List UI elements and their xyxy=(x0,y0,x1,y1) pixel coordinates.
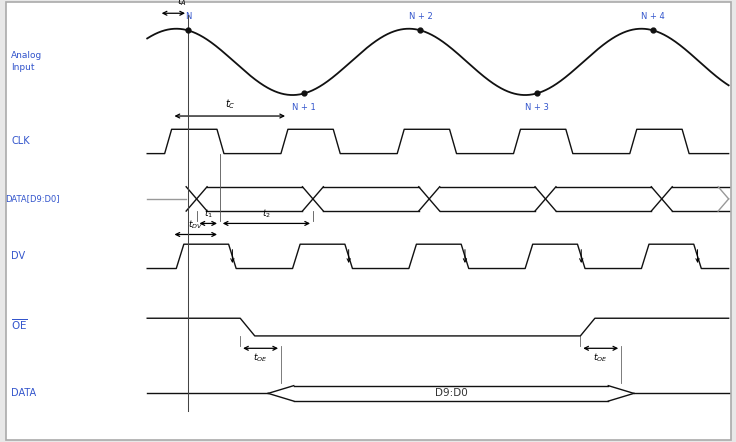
Text: N + 2: N + 2 xyxy=(408,11,432,21)
Text: $t_{OE}$: $t_{OE}$ xyxy=(593,352,608,364)
Text: $t_{OE}$: $t_{OE}$ xyxy=(253,352,268,364)
Text: $t_A$: $t_A$ xyxy=(177,0,187,8)
Text: N + 4: N + 4 xyxy=(641,11,665,21)
Text: DATA: DATA xyxy=(11,389,36,398)
Text: $t_2$: $t_2$ xyxy=(262,207,271,220)
Text: $t_C$: $t_C$ xyxy=(224,97,235,110)
Text: N: N xyxy=(185,11,191,21)
Text: Analog
Input: Analog Input xyxy=(11,51,42,72)
Text: DATA[D9:D0]: DATA[D9:D0] xyxy=(5,194,60,203)
Text: CLK: CLK xyxy=(11,137,29,146)
Text: $\overline{\rm OE}$: $\overline{\rm OE}$ xyxy=(11,317,28,332)
Text: DV: DV xyxy=(11,251,25,261)
Text: N + 3: N + 3 xyxy=(525,103,549,112)
Text: $t_1$: $t_1$ xyxy=(204,207,213,220)
Text: $t_{DV}$: $t_{DV}$ xyxy=(188,218,203,231)
Text: D9:D0: D9:D0 xyxy=(435,389,467,398)
Text: N + 1: N + 1 xyxy=(292,103,316,112)
